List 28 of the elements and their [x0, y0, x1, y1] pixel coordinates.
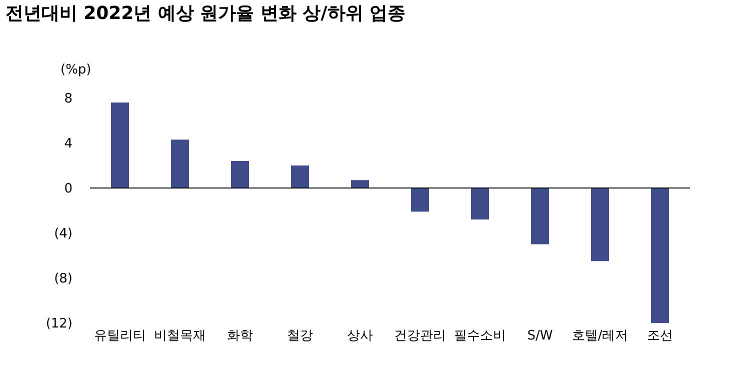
y-tick-label: (12) — [46, 316, 72, 332]
bar — [231, 161, 249, 188]
x-tick-label: 호텔/레저 — [572, 328, 628, 344]
x-tick-label: 비철목재 — [154, 328, 206, 344]
x-tick-label: 건강관리 — [394, 328, 446, 344]
bar — [651, 188, 669, 323]
y-tick-label: (8) — [54, 272, 72, 286]
y-tick-label: 0 — [64, 182, 72, 196]
x-tick-label: 상사 — [347, 328, 373, 344]
x-tick-label: 유틸리티 — [94, 328, 146, 344]
bar — [111, 102, 129, 188]
x-tick-label: 필수소비 — [454, 328, 506, 344]
bar — [591, 188, 609, 262]
y-tick-label: 8 — [64, 92, 72, 106]
chart-title: 전년대비 2022년 예상 원가율 변화 상/하위 업종 — [5, 3, 406, 24]
bar — [531, 188, 549, 244]
bar — [351, 180, 369, 188]
bar — [291, 166, 309, 188]
x-tick-label: 조선 — [647, 328, 673, 344]
y-axis-title: (%p) — [60, 62, 92, 78]
bar — [171, 140, 189, 188]
bar — [471, 188, 489, 220]
bar — [411, 188, 429, 212]
x-tick-label: 화학 — [227, 328, 253, 344]
x-tick-label: 철강 — [287, 328, 313, 344]
y-tick-label: 4 — [64, 136, 72, 152]
x-tick-label: S/W — [527, 328, 553, 344]
y-tick-label: (4) — [54, 226, 72, 242]
